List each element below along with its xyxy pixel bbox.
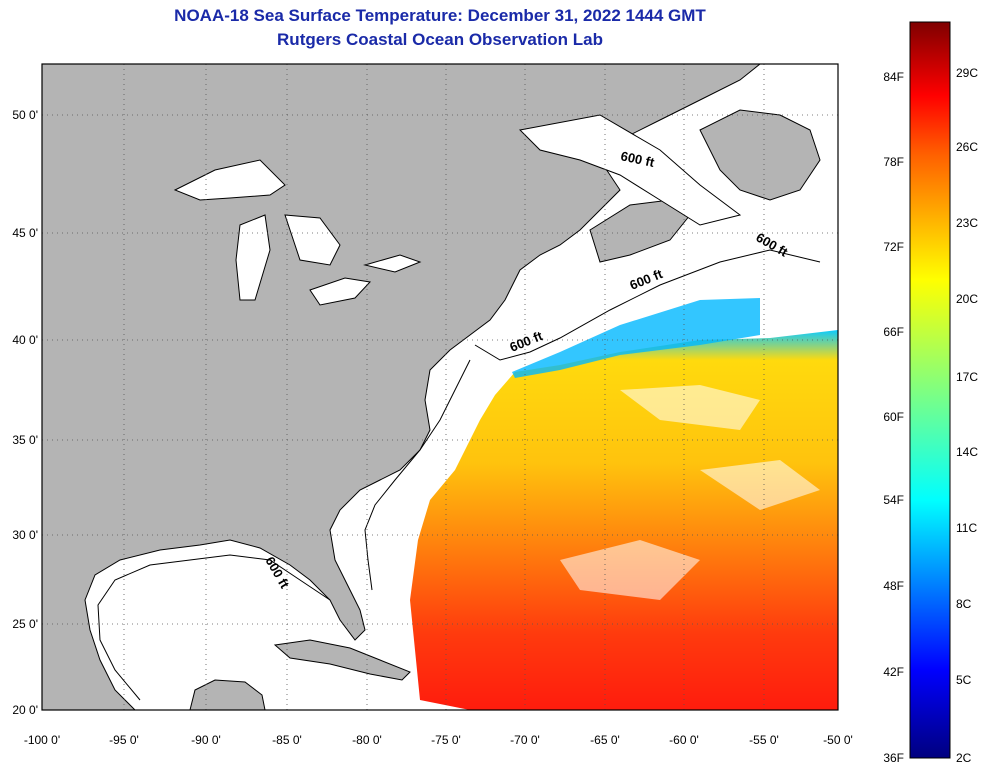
colorbar-f-label: 66F xyxy=(883,325,904,339)
colorbar-celsius-labels: 2C 5C 8C 11C 14C 17C 20C 23C 26C 29C xyxy=(956,66,978,765)
lon-tick-label: -100 0' xyxy=(24,733,60,747)
lat-axis: 20 0' 25 0' 30 0' 35 0' 40 0' 45 0' 50 0… xyxy=(12,108,38,717)
colorbar-c-label: 20C xyxy=(956,292,978,306)
lat-tick-label: 25 0' xyxy=(12,617,38,631)
colorbar-c-label: 17C xyxy=(956,370,978,384)
colorbar-f-label: 42F xyxy=(883,665,904,679)
map-subtitle: Rutgers Coastal Ocean Observation Lab xyxy=(277,30,603,49)
colorbar-c-label: 8C xyxy=(956,597,972,611)
lon-tick-label: -80 0' xyxy=(352,733,382,747)
lon-tick-label: -50 0' xyxy=(823,733,853,747)
lon-tick-label: -85 0' xyxy=(272,733,302,747)
yucatan-land xyxy=(189,679,266,710)
colorbar-f-label: 48F xyxy=(883,579,904,593)
colorbar-c-label: 11C xyxy=(956,521,977,535)
lon-tick-label: -55 0' xyxy=(749,733,779,747)
lon-tick-label: -95 0' xyxy=(109,733,139,747)
lat-tick-label: 35 0' xyxy=(12,433,38,447)
colorbar-c-label: 23C xyxy=(956,216,978,230)
newfoundland-land xyxy=(699,109,821,201)
lon-tick-label: -75 0' xyxy=(431,733,461,747)
lon-tick-label: -90 0' xyxy=(191,733,221,747)
lon-tick-label: -65 0' xyxy=(590,733,620,747)
colorbar-f-label: 72F xyxy=(883,240,904,254)
cuba-land xyxy=(273,639,411,681)
st-lawrence-gulf xyxy=(518,114,742,226)
lon-tick-label: -60 0' xyxy=(669,733,699,747)
colorbar-c-label: 5C xyxy=(956,673,972,687)
colorbar-c-label: 26C xyxy=(956,140,978,154)
lon-axis: -100 0' -95 0' -90 0' -85 0' -80 0' -75 … xyxy=(24,733,853,747)
colorbar xyxy=(909,21,951,759)
lat-tick-label: 50 0' xyxy=(12,108,38,122)
colorbar-f-label: 60F xyxy=(883,410,904,424)
colorbar-f-label: 36F xyxy=(883,751,904,765)
lon-tick-label: -70 0' xyxy=(510,733,540,747)
lat-tick-label: 20 0' xyxy=(12,703,38,717)
lat-tick-label: 45 0' xyxy=(12,226,38,240)
colorbar-f-label: 54F xyxy=(883,493,904,507)
colorbar-c-label: 29C xyxy=(956,66,978,80)
colorbar-c-label: 2C xyxy=(956,751,972,765)
depth-label: 600 ft xyxy=(619,148,656,170)
cold-front-band xyxy=(512,298,760,378)
colorbar-fahrenheit-labels: 36F 42F 48F 54F 60F 66F 72F 78F 84F xyxy=(883,70,904,765)
colorbar-f-label: 84F xyxy=(883,70,904,84)
cloud-mask xyxy=(560,385,820,600)
colorbar-f-label: 78F xyxy=(883,155,904,169)
map-title: NOAA-18 Sea Surface Temperature: Decembe… xyxy=(174,6,706,25)
great-lakes xyxy=(173,159,422,306)
nova-scotia-land xyxy=(589,199,691,263)
colorbar-c-label: 14C xyxy=(956,445,978,459)
lat-tick-label: 30 0' xyxy=(12,528,38,542)
lat-tick-label: 40 0' xyxy=(12,333,38,347)
map-frame xyxy=(41,63,839,711)
north-america-land xyxy=(42,64,761,710)
